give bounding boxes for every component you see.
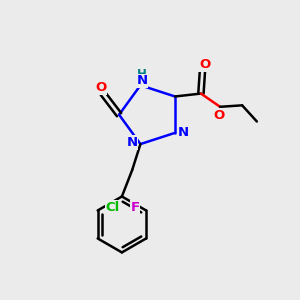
- Text: Cl: Cl: [105, 201, 119, 214]
- Text: N: N: [136, 74, 148, 87]
- Text: N: N: [127, 136, 138, 149]
- Text: O: O: [199, 58, 210, 71]
- Text: F: F: [130, 201, 140, 214]
- Text: H: H: [137, 68, 147, 82]
- Text: O: O: [95, 81, 106, 94]
- Text: O: O: [214, 109, 225, 122]
- Text: N: N: [178, 126, 189, 139]
